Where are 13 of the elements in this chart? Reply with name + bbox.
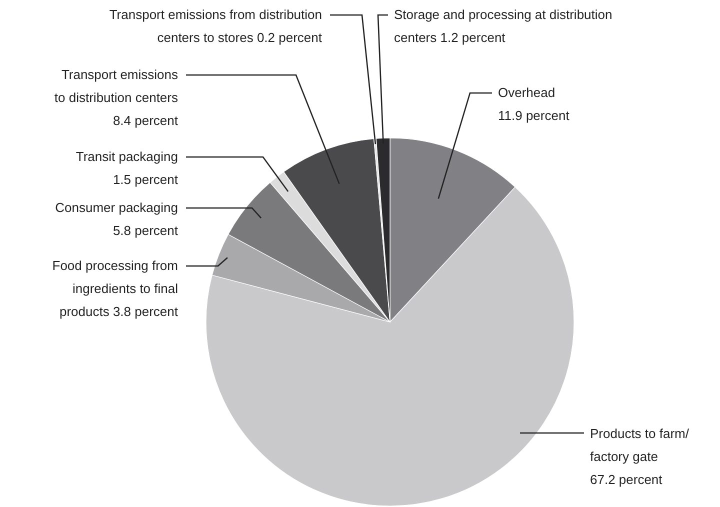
data-label: 67.2 percent — [590, 472, 663, 487]
slice-label: Transit packaging — [76, 149, 178, 164]
slice-label: Transport emissions from distribution centers to stores 0.2 percent — [109, 7, 322, 45]
slice-label: Food processing from ingredients to final products 3.8 percent — [52, 258, 178, 319]
slice-label: Transport emissions to distribution centers — [54, 67, 178, 105]
slice-label: Overhead — [498, 85, 556, 100]
data-label: 8.4 percent — [112, 113, 178, 128]
data-label: 5.8 percent — [112, 223, 178, 238]
slice-label: Storage and processing at distribution centers 1.2 percent — [394, 7, 612, 45]
data-label: 11.9 percent — [498, 108, 570, 123]
slice-label: Products to farm/factory gate — [590, 426, 690, 464]
data-label: 1.5 percent — [112, 172, 178, 187]
slice-label: Consumer packaging — [55, 200, 178, 215]
